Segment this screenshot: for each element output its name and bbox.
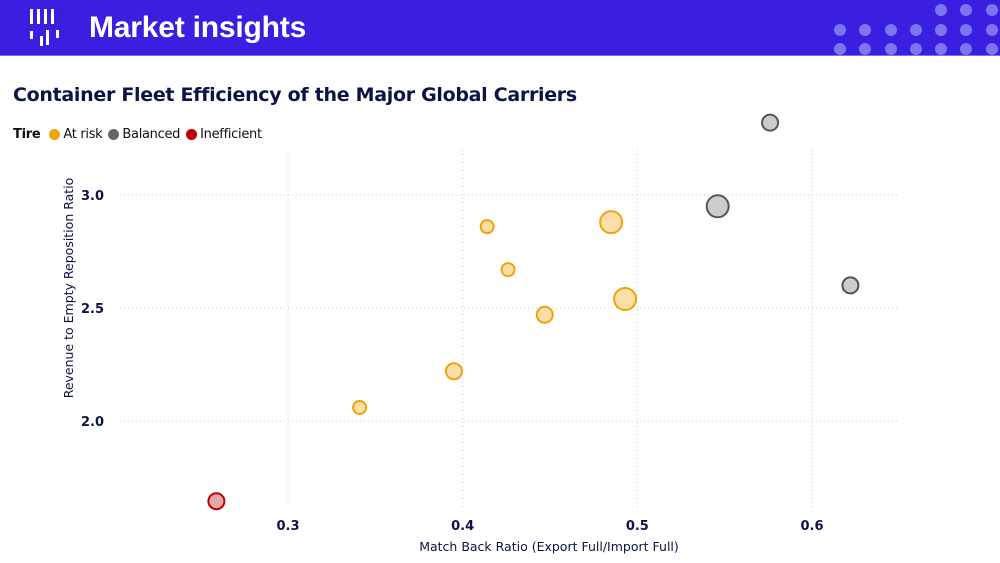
data-point-at-risk[interactable] bbox=[535, 305, 554, 324]
legend-label-balanced: Balanced bbox=[122, 127, 181, 142]
data-point-at-risk[interactable] bbox=[352, 399, 368, 415]
app-title: Market insights bbox=[89, 11, 307, 44]
legend-label-inefficient: Inefficient bbox=[200, 127, 262, 142]
legend-item-balanced[interactable]: Balanced bbox=[108, 127, 180, 142]
x-tick-label: 0.3 bbox=[276, 519, 299, 534]
x-axis-label: Match Back Ratio (Export Full/Import Ful… bbox=[419, 539, 679, 554]
legend-swatch-balanced bbox=[108, 129, 120, 140]
data-point-at-risk[interactable] bbox=[613, 286, 638, 311]
data-point-inefficient[interactable] bbox=[207, 492, 226, 511]
y-tick-label: 3.0 bbox=[81, 189, 104, 204]
data-point-at-risk[interactable] bbox=[479, 219, 495, 235]
data-point-at-risk[interactable] bbox=[500, 262, 516, 278]
legend-label-at-risk: At risk bbox=[63, 127, 103, 142]
y-tick-label: 2.5 bbox=[81, 302, 104, 317]
gridlines bbox=[120, 150, 900, 510]
legend-swatch-inefficient bbox=[186, 129, 198, 140]
header-bar: Market insights bbox=[0, 0, 1000, 56]
data-point-balanced[interactable] bbox=[705, 194, 730, 219]
decorative-dots-pattern bbox=[834, 4, 998, 55]
chart-legend: Tire At risk Balanced Inefficient bbox=[13, 127, 268, 142]
legend-item-inefficient[interactable]: Inefficient bbox=[186, 127, 262, 142]
chart-title: Container Fleet Efficiency of the Major … bbox=[13, 84, 577, 106]
data-point-balanced[interactable] bbox=[841, 276, 860, 295]
x-tick-label: 0.6 bbox=[800, 519, 823, 534]
data-point-at-risk[interactable] bbox=[599, 210, 624, 235]
tick-labels: 0.3 0.4 0.5 0.6 2.0 2.5 3.0 bbox=[81, 189, 824, 534]
y-axis-label: Revenue to Empty Reposition Ratio bbox=[61, 178, 76, 399]
x-tick-label: 0.5 bbox=[626, 519, 649, 534]
x-tick-label: 0.4 bbox=[451, 519, 474, 534]
y-tick-label: 2.0 bbox=[81, 415, 104, 430]
legend-item-at-risk[interactable]: At risk bbox=[49, 127, 103, 142]
data-point-balanced[interactable] bbox=[761, 113, 780, 132]
bar-chart-logo-icon bbox=[30, 9, 59, 46]
data-points bbox=[207, 113, 860, 511]
legend-swatch-at-risk bbox=[49, 129, 61, 140]
data-point-at-risk[interactable] bbox=[444, 362, 463, 381]
legend-title: Tire bbox=[13, 127, 41, 142]
